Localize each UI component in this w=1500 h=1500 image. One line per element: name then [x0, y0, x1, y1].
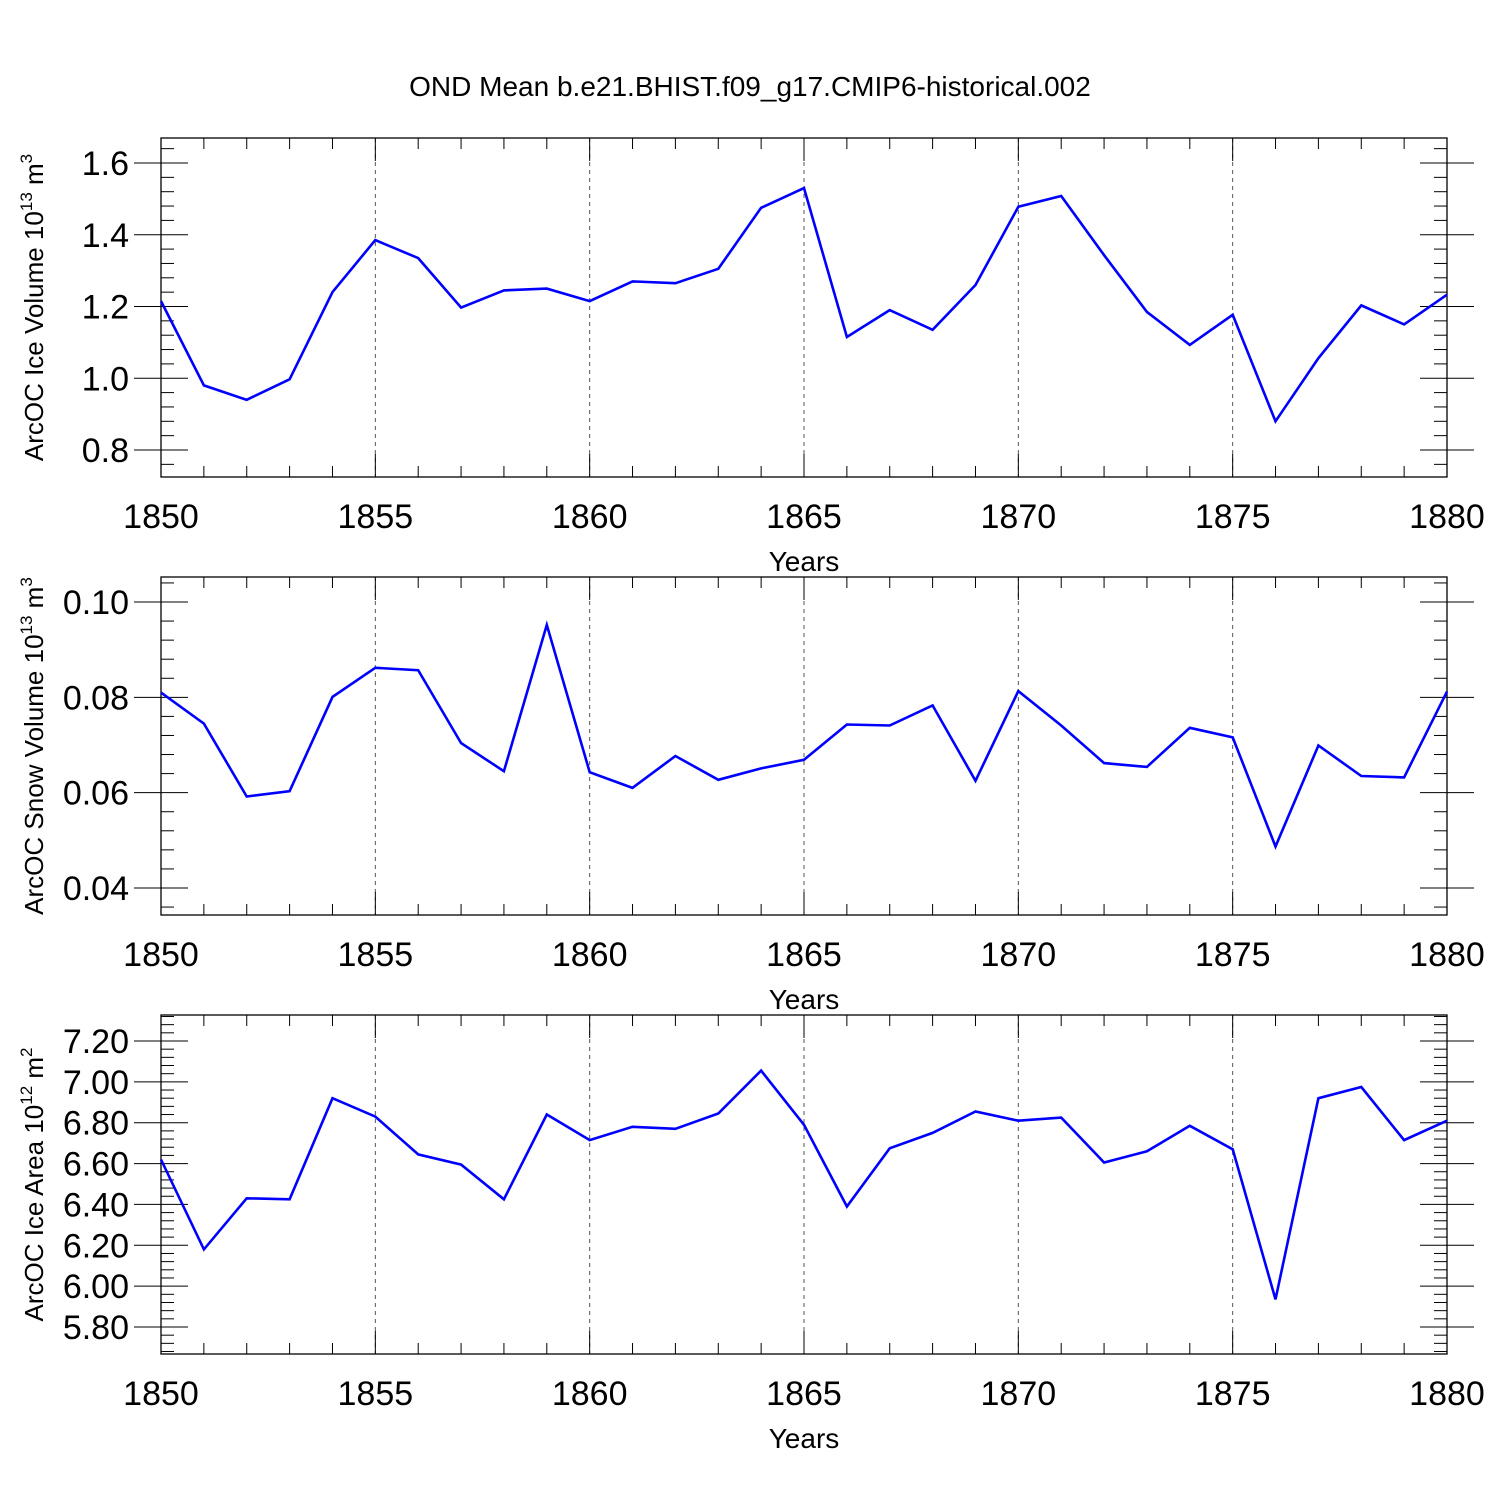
x-tick-label: 1860 [552, 936, 628, 974]
x-axis-label: Years [769, 546, 840, 577]
x-tick-label: 1880 [1409, 1375, 1485, 1413]
y-axis-label-unit: m [19, 587, 49, 616]
x-tick-label: 1850 [123, 936, 199, 974]
y-axis-label: ArcOC Ice Area 1012 m2 [17, 1047, 49, 1321]
x-tick-label: 1865 [766, 498, 842, 536]
x-tick-label: 1870 [981, 936, 1057, 974]
x-tick-label: 1850 [123, 1375, 199, 1413]
y-axis-label-main: ArcOC Ice Area 10 [19, 1105, 49, 1322]
panel-2: 0.04 0.06 0.08 0.10 1850 1855 1860 1865 1870 1875… [17, 576, 1485, 1015]
x-axis-label: Years [769, 1423, 840, 1454]
y-axis-label-unit-exponent: 3 [17, 154, 36, 163]
y-tick-label: 5.80 [63, 1309, 129, 1347]
y-tick-label: 0.08 [63, 679, 129, 717]
x-tick-label: 1880 [1409, 936, 1485, 974]
y-axis-label: ArcOC Snow Volume 1013 m3 [17, 577, 49, 915]
y-tick-label: 7.00 [63, 1064, 129, 1102]
series-line [159, 186, 1448, 425]
y-tick-label: 7.20 [63, 1023, 129, 1061]
panels: 0.8 1.0 1.2 1.4 1.6 1850 1855 1860 1865 1870 1875 1… [17, 137, 1485, 1454]
y-tick-label: 1.6 [82, 145, 129, 183]
x-tick-label: 1875 [1195, 1375, 1271, 1413]
y-tick-label: 0.04 [63, 870, 129, 908]
y-tick-label: 6.00 [63, 1268, 129, 1306]
y-axis-label: ArcOC Ice Volume 1013 m3 [17, 154, 49, 461]
x-tick-label: 1860 [552, 1375, 628, 1413]
y-tick-label: 1.2 [82, 289, 129, 327]
y-tick-label: 6.40 [63, 1186, 129, 1224]
y-tick-label: 6.20 [63, 1227, 129, 1265]
x-tick-label: 1880 [1409, 498, 1485, 536]
series-line [159, 1068, 1448, 1300]
y-axis-label-unit: m [19, 163, 49, 192]
x-tick-label: 1855 [338, 498, 414, 536]
y-tick-label: 1.0 [82, 360, 129, 398]
x-tick-label: 1870 [981, 1375, 1057, 1413]
x-tick-label: 1870 [981, 498, 1057, 536]
y-axis-label-exponent: 13 [17, 192, 36, 211]
y-axis-label-main: ArcOC Snow Volume 10 [19, 634, 49, 914]
y-tick-label: 6.80 [63, 1105, 129, 1143]
chart-title: OND Mean b.e21.BHIST.f09_g17.CMIP6-histo… [409, 71, 1091, 102]
series-line [160, 620, 1449, 850]
y-tick-label: 6.60 [63, 1146, 129, 1184]
panel-1: 0.8 1.0 1.2 1.4 1.6 1850 1855 1860 1865 1870 1875 1… [17, 137, 1485, 577]
x-tick-label: 1865 [766, 1375, 842, 1413]
x-tick-label: 1850 [123, 498, 199, 536]
x-tick-label: 1860 [552, 498, 628, 536]
y-axis-label-unit: m [19, 1057, 49, 1086]
y-tick-label: 0.10 [63, 584, 129, 622]
y-axis-label-exponent: 13 [17, 616, 36, 635]
y-tick-label: 1.4 [82, 217, 129, 255]
y-axis-label-main: ArcOC Ice Volume 10 [19, 211, 49, 461]
y-axis-label-unit-exponent: 3 [17, 577, 36, 586]
x-tick-label: 1855 [338, 1375, 414, 1413]
y-axis-label-unit-exponent: 2 [17, 1047, 36, 1056]
panel-3: 5.806.006.206.406.606.807.007.20 1850 1855… [17, 1014, 1485, 1454]
x-tick-label: 1875 [1195, 936, 1271, 974]
x-tick-label: 1855 [338, 936, 414, 974]
y-axis-label-exponent: 12 [17, 1086, 36, 1105]
x-axis-label: Years [769, 984, 840, 1015]
x-tick-label: 1865 [766, 936, 842, 974]
y-tick-label: 0.06 [63, 775, 129, 813]
x-tick-label: 1875 [1195, 498, 1271, 536]
y-tick-label: 0.8 [82, 432, 129, 470]
